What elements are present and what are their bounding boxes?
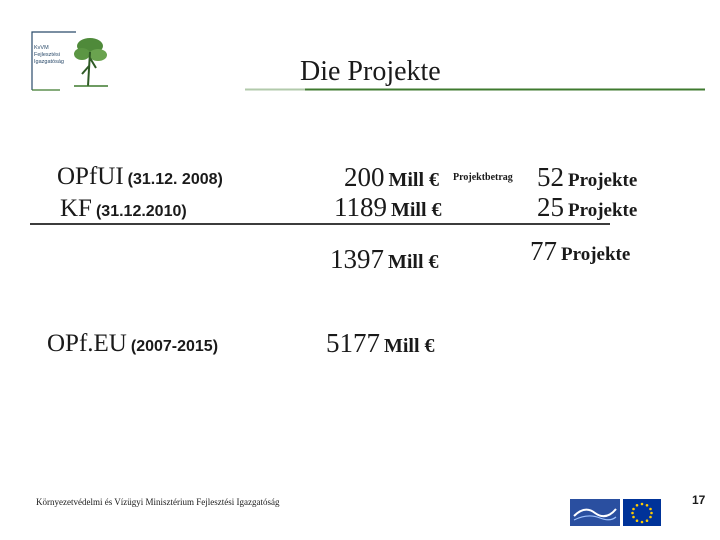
amount-value: 200 (344, 162, 385, 192)
projects-opfui: 52 Projekte (537, 162, 637, 193)
sum-divider (30, 223, 610, 225)
program-date: (2007-2015) (130, 338, 219, 355)
eu-flag-icon (623, 499, 661, 526)
ministry-logo: KvVM Fejlesztési Igazgatóság (30, 28, 112, 92)
amount-unit: Mill € (388, 251, 439, 273)
projects-kf: 25 Projekte (537, 192, 637, 223)
amount-value: 5177 (326, 328, 380, 358)
amount-total: 1397 Mill € (330, 244, 439, 275)
projects-count: 25 (537, 192, 564, 222)
program-date: (31.12. 2008) (127, 171, 223, 188)
projects-count: 52 (537, 162, 564, 192)
row-opfeu-label: OPf.EU (2007-2015) (47, 330, 218, 358)
projektbetrag-note: Projektbetrag (453, 172, 513, 183)
logo-text: KvVM Fejlesztési Igazgatóság (34, 45, 64, 65)
amount-unit: Mill € (391, 199, 442, 221)
amount-unit: Mill € (384, 335, 435, 357)
amount-opfui: 200 Mill € (344, 162, 439, 193)
program-name: OPf.EU (47, 330, 127, 357)
page-number: 17 (692, 493, 706, 507)
tree-icon (31, 31, 108, 91)
projects-total: 77 Projekte (530, 236, 630, 267)
footer-text: Környezetvédelmi és Vízügyi Minisztérium… (36, 497, 280, 507)
amount-kf: 1189 Mill € (334, 192, 442, 223)
title-underline (245, 88, 705, 91)
projects-count: 77 (530, 236, 557, 266)
amount-opfeu: 5177 Mill € (326, 328, 435, 359)
amount-value: 1189 (334, 192, 387, 222)
new-hungary-logo (570, 499, 620, 526)
program-date: (31.12.2010) (95, 203, 187, 220)
projects-unit: Projekte (568, 170, 638, 191)
row-opfui-label: OPfUI (31.12. 2008) (57, 163, 223, 191)
page-title: Die Projekte (300, 56, 441, 87)
program-name: OPfUI (57, 163, 124, 190)
amount-unit: Mill € (388, 169, 440, 191)
projects-unit: Projekte (561, 244, 631, 265)
projects-unit: Projekte (568, 200, 638, 221)
row-kf-label: KF (31.12.2010) (60, 195, 187, 223)
amount-value: 1397 (330, 244, 384, 274)
program-name: KF (60, 195, 92, 222)
